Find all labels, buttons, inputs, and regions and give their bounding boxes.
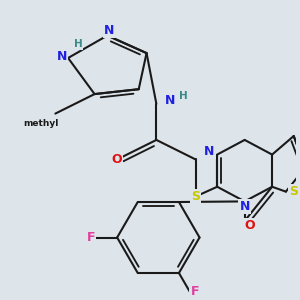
Text: S: S bbox=[289, 185, 298, 198]
Text: F: F bbox=[190, 285, 199, 298]
Text: N: N bbox=[57, 50, 68, 62]
Text: N: N bbox=[165, 94, 175, 107]
Text: F: F bbox=[86, 231, 95, 244]
Text: N: N bbox=[204, 145, 214, 158]
Text: N: N bbox=[239, 200, 250, 213]
Text: O: O bbox=[244, 219, 255, 232]
Text: S: S bbox=[191, 190, 200, 203]
Text: H: H bbox=[74, 39, 82, 49]
Text: N: N bbox=[104, 24, 115, 37]
Text: methyl: methyl bbox=[23, 119, 58, 128]
Text: H: H bbox=[179, 91, 188, 101]
Text: O: O bbox=[112, 153, 122, 166]
